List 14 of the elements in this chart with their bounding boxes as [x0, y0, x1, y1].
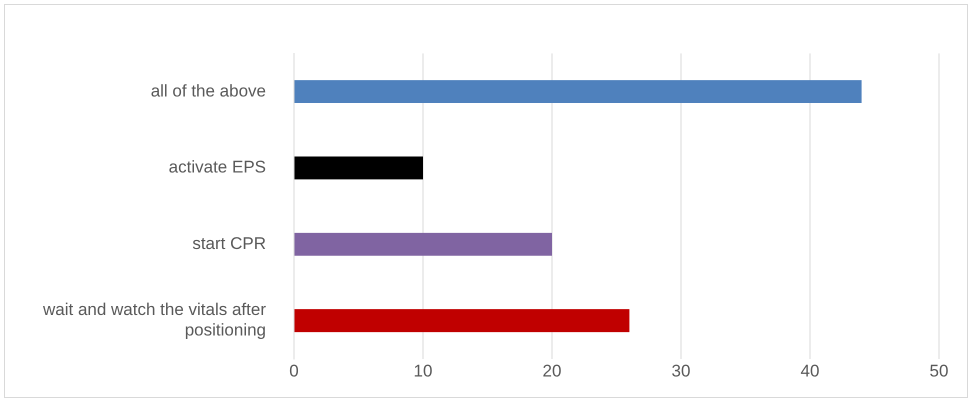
x-tick-label: 30 — [672, 362, 690, 381]
x-tick-label: 0 — [289, 362, 299, 381]
y-tick-label: activate EPS — [168, 158, 266, 177]
y-tick-label: wait and watch the vitals after positioning — [42, 300, 266, 340]
y-tick-label: all of the above — [150, 81, 266, 100]
y-tick-label: start CPR — [192, 234, 266, 253]
bar — [294, 309, 630, 332]
x-tick-label: 20 — [542, 362, 562, 381]
x-tick-label: 40 — [800, 362, 820, 381]
bar — [294, 156, 423, 180]
bar — [294, 80, 862, 104]
bar — [294, 232, 552, 256]
x-tick-label: 50 — [930, 362, 948, 381]
x-tick-label: 10 — [414, 362, 432, 381]
